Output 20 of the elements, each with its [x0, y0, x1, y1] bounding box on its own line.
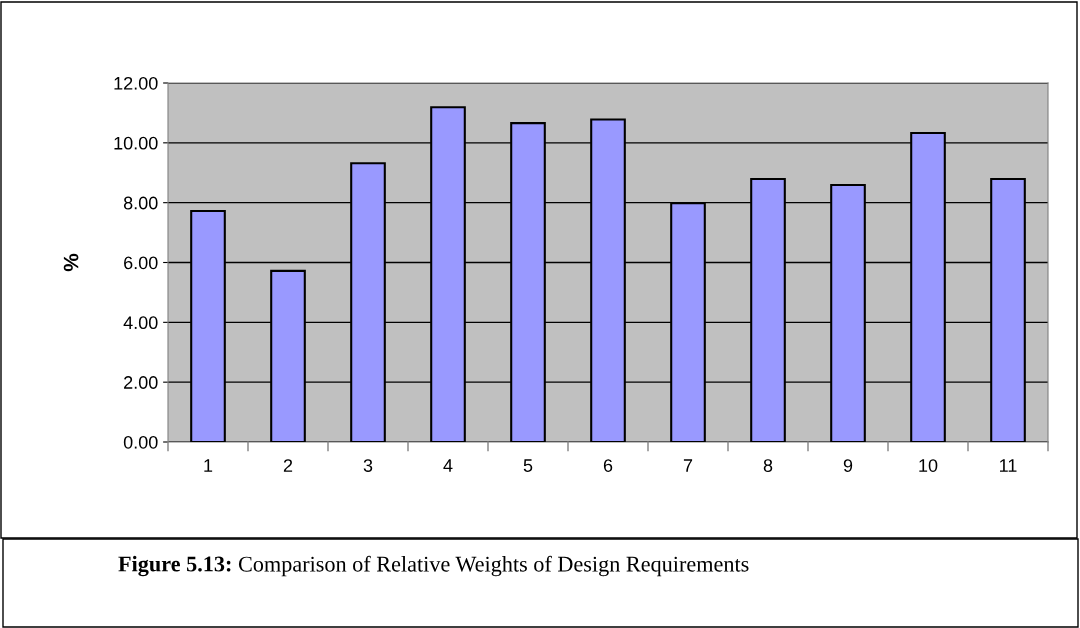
caption: Figure 5.13: Comparison of Relative Weights of Design Requirements: [118, 555, 749, 577]
x-tick-label: 11: [1000, 459, 1017, 472]
y-tick-label: 10.00: [114, 136, 158, 150]
x-tick-label: 7: [683, 459, 693, 472]
x-tick-label: 10: [919, 459, 938, 472]
x-tick-label: 1: [204, 459, 213, 472]
y-tick-label: 2.00: [124, 376, 158, 389]
y-tick-label: 8.00: [123, 196, 158, 210]
y-axis-title: %: [63, 253, 79, 272]
x-tick-label: 3: [363, 459, 373, 472]
x-tick-label: 6: [603, 459, 613, 472]
y-tick-label: 0.00: [123, 435, 158, 449]
y-tick-label: 12.00: [114, 76, 158, 90]
x-tick-label: 2: [283, 459, 293, 472]
x-tick-label: 4: [443, 459, 453, 472]
x-tick-label: 5: [523, 459, 533, 472]
x-tick-label: 9: [843, 459, 853, 472]
y-tick-label: 6.00: [124, 256, 158, 270]
y-tick-label: 4.00: [123, 316, 158, 330]
x-tick-label: 8: [763, 459, 773, 472]
